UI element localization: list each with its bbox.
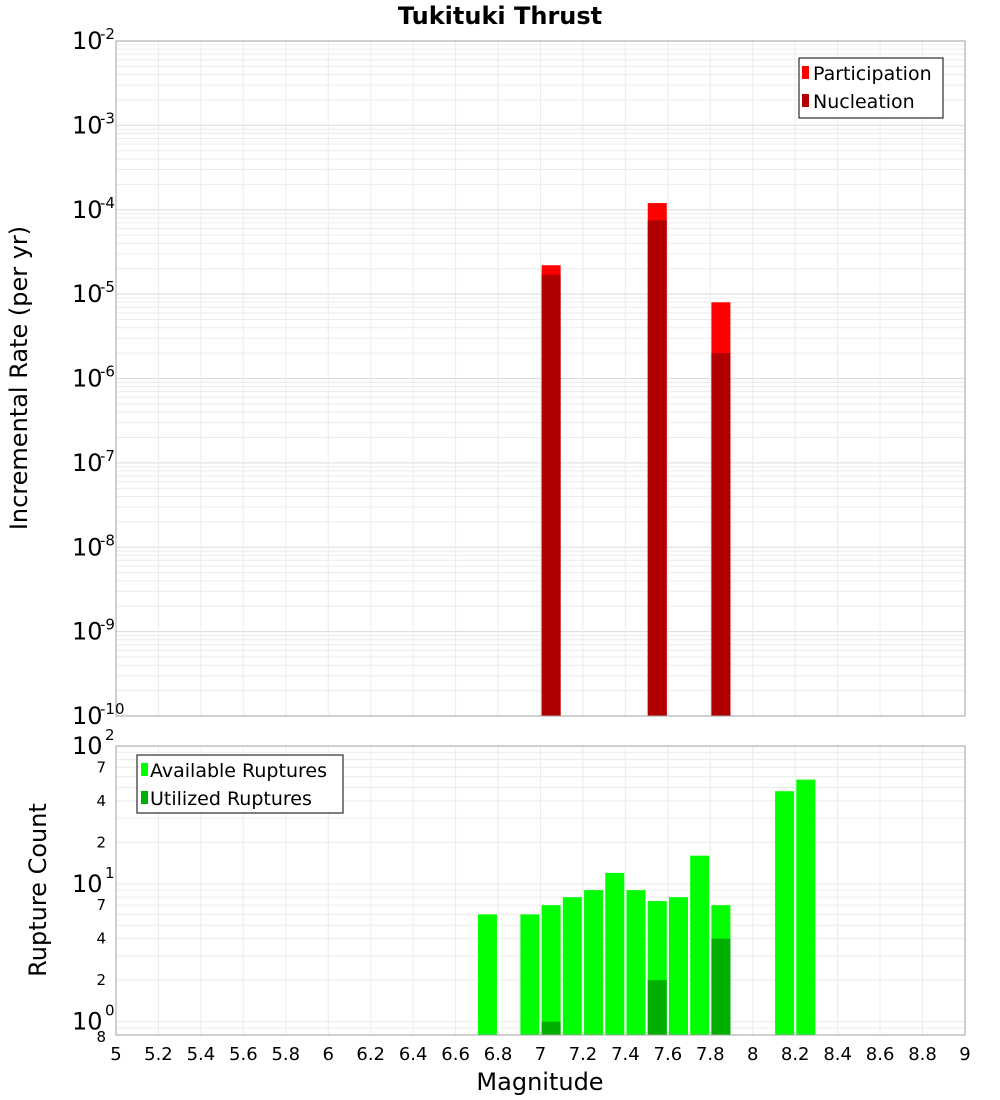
available-bar [520,914,540,1035]
top-y-tick-exponent: -6 [100,363,115,381]
available-bar [626,890,646,1035]
utilized-bar [711,938,731,1035]
bottom-y-axis-label: Rupture Count [24,803,52,977]
top-y-tick-exponent: -7 [100,447,115,465]
available-bar [605,872,625,1035]
legend-swatch-utilized [141,791,148,804]
top-grid [115,41,966,717]
bottom-y-tick-exponent: 0 [105,1002,115,1020]
top-bars [541,203,731,717]
x-tick-label: 6.2 [356,1044,385,1065]
available-bar [796,779,816,1035]
x-tick-label: 8.4 [823,1044,852,1065]
nucleation-bar [711,353,731,716]
x-tick-label: 8 [747,1044,758,1065]
bottom-plot-frame [115,745,966,1036]
x-tick-label: 9 [959,1044,970,1065]
bottom-y-minor-tick-label: 4 [96,930,106,948]
top-y-tick-label: 10 [72,27,103,55]
top-y-tick-exponent: -9 [100,616,115,634]
top-y-tick-label: 10 [72,196,103,224]
bottom-y-tick-exponent: 2 [105,726,115,744]
x-tick-label: 5 [110,1044,121,1065]
nucleation-bar [647,220,667,717]
legend-label-nucleation: Nucleation [813,91,915,113]
top-y-tick-exponent: -10 [100,700,125,718]
top-y-tick-exponent: -4 [100,194,115,212]
legend-label-available: Available Ruptures [150,760,327,782]
top-legend: Participation Nucleation [798,57,944,119]
bottom-y-minor-tick-label: 8 [96,1028,106,1046]
top-y-tick-label: 10 [72,533,103,561]
available-bar [477,914,497,1035]
bottom-y-minor-tick-label: 7 [96,896,106,914]
top-plot-frame [115,40,966,717]
x-tick-label: 6.4 [399,1044,428,1065]
x-tick-label: 5.8 [271,1044,300,1065]
available-bar [584,890,604,1035]
available-bar [690,855,710,1035]
available-bar [668,897,688,1035]
utilized-bar [647,980,667,1035]
x-tick-label: 6 [323,1044,334,1065]
nucleation-bar [541,274,561,716]
x-tick-label: 8.2 [781,1044,810,1065]
top-y-tick-exponent: -2 [100,25,115,43]
bottom-y-minor-tick-label: 2 [96,833,106,851]
utilized-bar [541,1021,561,1035]
legend-label-participation: Participation [813,63,932,85]
bottom-y-tick-label: 10 [72,732,103,760]
top-panel: 10-210-310-410-510-610-710-810-910-10 In… [5,25,966,730]
top-y-tick-label: 10 [72,449,103,477]
legend-label-utilized: Utilized Ruptures [150,788,312,810]
legend-swatch-available [141,763,148,776]
x-tick-label: 7.2 [569,1044,598,1065]
top-legend-box [798,57,944,119]
top-y-tick-label: 10 [72,618,103,646]
available-bar [541,905,561,1035]
top-y-tick-exponent: -8 [100,531,115,549]
bottom-y-tick-label: 10 [72,1008,103,1036]
chart-title: Tukituki Thrust [398,2,602,30]
x-ticks: 5 5.2 5.4 5.6 5.8 6 6.2 6.4 6.6 6.8 7 7.2 7.4 7.6 7.8 8… [110,1044,970,1065]
bottom-y-tick-label: 10 [72,870,103,898]
top-y-axis-label: Incremental Rate (per yr) [5,226,33,530]
legend-swatch-nucleation [802,94,809,107]
x-tick-label: 5.6 [229,1044,258,1065]
top-y-tick-exponent: -5 [100,278,115,296]
x-tick-label: 7.4 [611,1044,640,1065]
legend-swatch-participation [802,66,809,79]
top-y-tick-exponent: -3 [100,109,115,127]
top-y-tick-label: 10 [72,702,103,730]
bottom-legend: Available Ruptures Utilized Ruptures [136,754,344,814]
x-axis-label: Magnitude [476,1068,603,1096]
x-tick-label: 6.8 [484,1044,513,1065]
x-tick-label: 5.4 [187,1044,216,1065]
top-y-ticks: 10-210-310-410-510-610-710-810-910-10 [72,25,125,730]
bottom-y-minor-tick-label: 7 [96,758,106,776]
x-tick-label: 7.8 [696,1044,725,1065]
bottom-bars [477,779,816,1035]
x-tick-label: 7.6 [654,1044,683,1065]
x-tick-label: 6.6 [441,1044,470,1065]
x-tick-label: 7 [535,1044,546,1065]
bottom-legend-box [136,754,344,814]
available-bar [562,897,582,1035]
bottom-y-tick-exponent: 1 [105,864,115,882]
x-tick-label: 8.6 [866,1044,895,1065]
top-y-tick-label: 10 [72,280,103,308]
top-y-tick-label: 10 [72,111,103,139]
available-bar [775,791,795,1035]
bottom-y-minor-tick-label: 2 [96,971,106,989]
bottom-y-minor-tick-label: 4 [96,792,106,810]
x-tick-label: 8.8 [908,1044,937,1065]
x-tick-label: 5.2 [144,1044,173,1065]
top-y-tick-label: 10 [72,365,103,393]
